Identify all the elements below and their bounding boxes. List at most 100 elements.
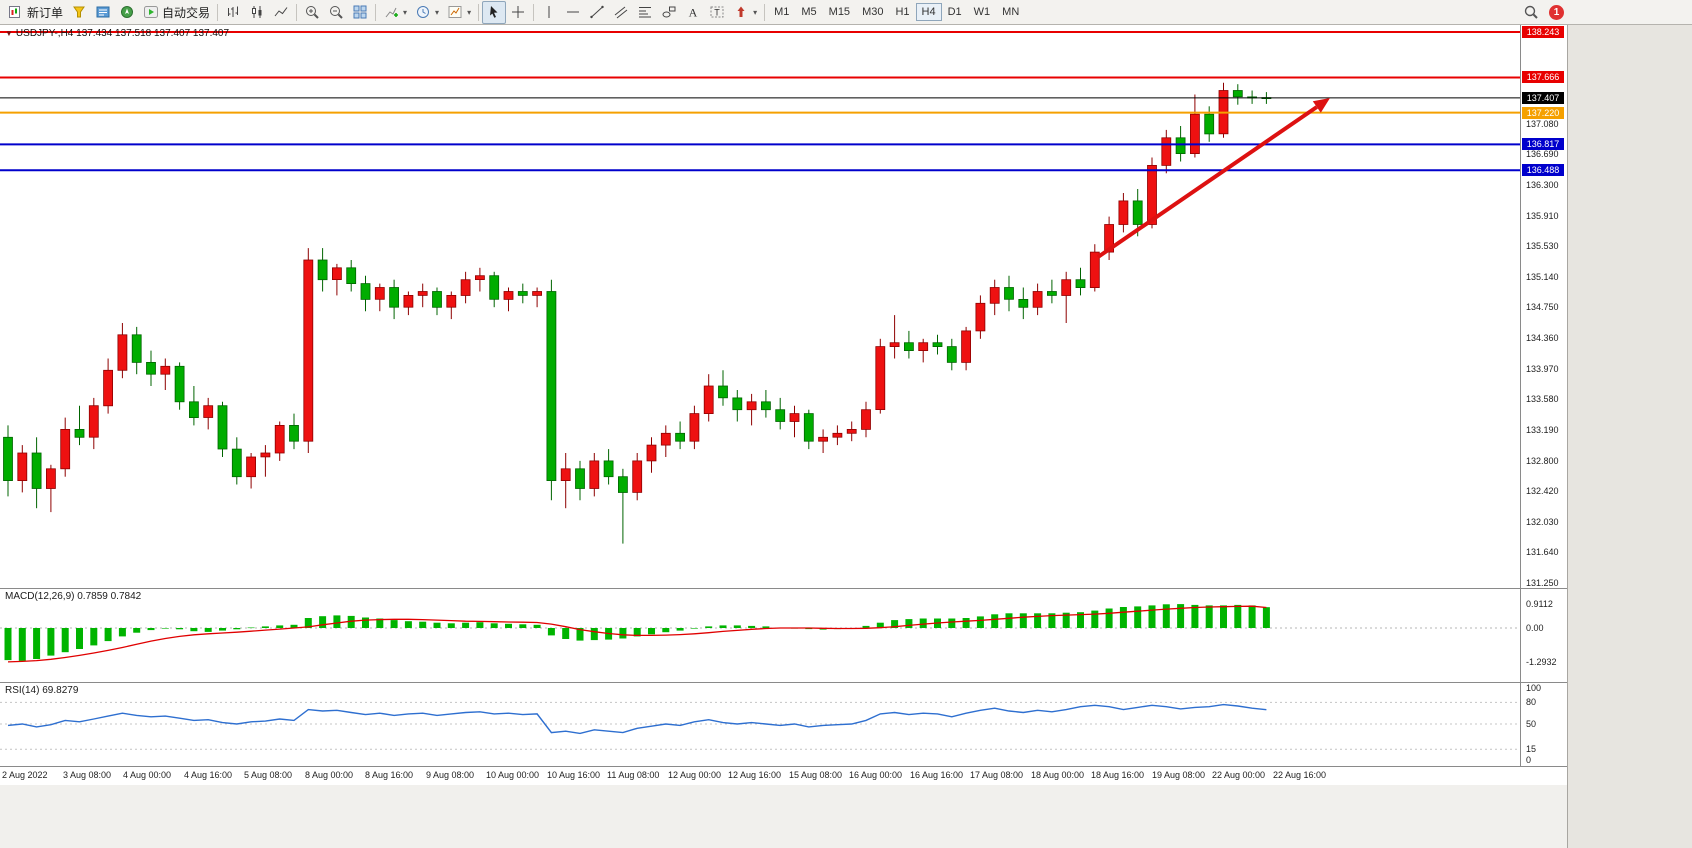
rsi-label: RSI(14) 69.8279: [5, 685, 79, 696]
time-axis-label: 15 Aug 08:00: [789, 770, 843, 780]
time-axis-label: 2 Aug 2022: [2, 770, 48, 780]
auto-trading-button[interactable]: 自动交易: [139, 1, 214, 24]
toolbar-separator: [296, 3, 298, 21]
time-axis-label: 10 Aug 00:00: [486, 770, 540, 780]
navigator-button[interactable]: [115, 1, 139, 24]
mt4-toolbar: 新订单 自动交易 ▾ ▾ ▾ A T ▾ M1 M5 M15 M30 H1 H4 D1 W1 MN 1: [0, 0, 1692, 25]
new-order-button[interactable]: 新订单: [4, 1, 67, 24]
zoom-out-icon: [330, 6, 343, 19]
timeframe-MN-button[interactable]: MN: [1002, 6, 1020, 18]
zoom-out-button[interactable]: [324, 1, 348, 24]
shapes-icon: [662, 6, 676, 18]
notification-badge[interactable]: 1: [1549, 4, 1564, 20]
svg-text:T: T: [714, 8, 720, 18]
time-axis-label: 22 Aug 00:00: [1212, 770, 1266, 780]
price-tick-label: 132.420: [1526, 486, 1559, 496]
toolbar-separator: [764, 3, 766, 21]
timeframe-W1-button[interactable]: W1: [973, 6, 991, 18]
price-tick-label: 133.190: [1526, 425, 1559, 435]
time-axis-label: 17 Aug 08:00: [970, 770, 1024, 780]
cursor-button[interactable]: [482, 0, 507, 24]
market-watch-button[interactable]: [91, 1, 115, 24]
arrows-button[interactable]: ▾: [729, 1, 761, 24]
trend-arrow-annotation[interactable]: [1096, 98, 1330, 259]
vertical-line-button[interactable]: [537, 1, 561, 24]
candle-chart-icon: [252, 6, 262, 18]
toolbar-separator: [533, 3, 535, 21]
trendline-button[interactable]: [585, 1, 609, 24]
timeframe-M30-button[interactable]: M30: [862, 6, 884, 18]
rsi-panel[interactable]: [0, 682, 1520, 766]
line-chart-icon: [274, 7, 288, 17]
navigator-icon: [121, 6, 134, 18]
time-axis-label: 9 Aug 08:00: [426, 770, 475, 780]
periods-icon: [417, 6, 430, 18]
horizontal-line-objects[interactable]: [0, 31, 1520, 172]
crosshair-button[interactable]: [506, 1, 530, 24]
macd-panel[interactable]: [0, 588, 1520, 682]
text-button[interactable]: A: [681, 1, 705, 24]
candlestick-chart-button[interactable]: [245, 1, 269, 24]
auto-trading-icon: [144, 6, 159, 18]
timeframe-H4-button[interactable]: H4: [915, 3, 942, 21]
zoom-in-icon: [306, 6, 319, 19]
time-axis-label: 12 Aug 16:00: [728, 770, 782, 780]
templates-icon: [448, 6, 462, 18]
crosshair-icon: [512, 6, 525, 18]
time-axis-label: 19 Aug 08:00: [1152, 770, 1206, 780]
auto-trading-label: 自动交易: [162, 5, 211, 20]
toolbar-separator: [375, 3, 377, 21]
metaeditor-icon: [73, 6, 85, 18]
price-axis[interactable]: 137.080 136.690 136.300 135.910 135.530 135.1…: [1520, 25, 1568, 766]
bar-chart-button[interactable]: [221, 1, 245, 24]
templates-button[interactable]: ▾: [443, 1, 475, 24]
timeframe-M15-button[interactable]: M15: [828, 6, 851, 18]
chart-window: ▼ USDJPY-,H4 137.434 137.518 137.407 137…: [0, 25, 1568, 848]
timeframe-D1-button[interactable]: D1: [947, 6, 962, 18]
search-button[interactable]: [1519, 1, 1543, 24]
channel-icon: [614, 6, 628, 19]
rsi-axis-label: 80: [1526, 697, 1537, 707]
panel-divider-rsi[interactable]: [0, 682, 1567, 683]
text-icon: A: [689, 6, 698, 20]
new-order-icon: [9, 6, 20, 18]
macd-signal-line: [7, 605, 1267, 663]
indicators-icon: [385, 7, 399, 18]
zoom-in-button[interactable]: [300, 1, 324, 24]
toolbar-separator: [217, 3, 219, 21]
cursor-icon: [490, 6, 498, 18]
time-axis-label: 3 Aug 08:00: [63, 770, 112, 780]
time-axis-label: 18 Aug 00:00: [1031, 770, 1085, 780]
chevron-down-icon: ▾: [467, 7, 472, 17]
line-chart-button[interactable]: [269, 1, 293, 24]
symbol-info: ▼ USDJPY-,H4 137.434 137.518 137.407 137…: [5, 28, 229, 39]
horizontal-line-button[interactable]: [561, 1, 585, 24]
equidistant-channel-button[interactable]: [609, 1, 633, 24]
indicators-button[interactable]: ▾: [379, 1, 411, 24]
price-badge: 136.488: [1522, 164, 1564, 176]
metaeditor-button[interactable]: [67, 1, 91, 24]
time-axis-label: 5 Aug 08:00: [244, 770, 293, 780]
time-axis-label: 16 Aug 16:00: [910, 770, 964, 780]
candlestick-series: [3, 82, 1272, 544]
timeframe-M1-button[interactable]: M1: [774, 6, 790, 18]
time-axis-label: 11 Aug 08:00: [607, 770, 660, 780]
main-chart-canvas[interactable]: [0, 25, 1520, 588]
shapes-button[interactable]: [657, 1, 681, 24]
time-axis-label: 8 Aug 16:00: [365, 770, 414, 780]
timeframe-H1-button[interactable]: H1: [895, 6, 910, 18]
fibonacci-button[interactable]: [633, 1, 657, 24]
fibonacci-icon: [639, 7, 652, 18]
time-axis-label: 4 Aug 00:00: [123, 770, 172, 780]
timeframe-M5-button[interactable]: M5: [801, 6, 817, 18]
hline-icon: [567, 11, 580, 13]
chevron-down-icon: ▾: [753, 7, 758, 17]
tile-windows-button[interactable]: [348, 1, 372, 24]
periods-button[interactable]: ▾: [411, 1, 443, 24]
text-label-button[interactable]: T: [705, 1, 729, 24]
panel-divider-macd[interactable]: [0, 588, 1567, 589]
time-axis-label: 8 Aug 00:00: [305, 770, 354, 780]
price-tick-label: 135.140: [1526, 272, 1559, 282]
time-axis[interactable]: 2 Aug 2022 3 Aug 08:00 4 Aug 00:00 4 Aug 16…: [0, 766, 1567, 785]
price-tick-label: 131.250: [1526, 578, 1559, 588]
